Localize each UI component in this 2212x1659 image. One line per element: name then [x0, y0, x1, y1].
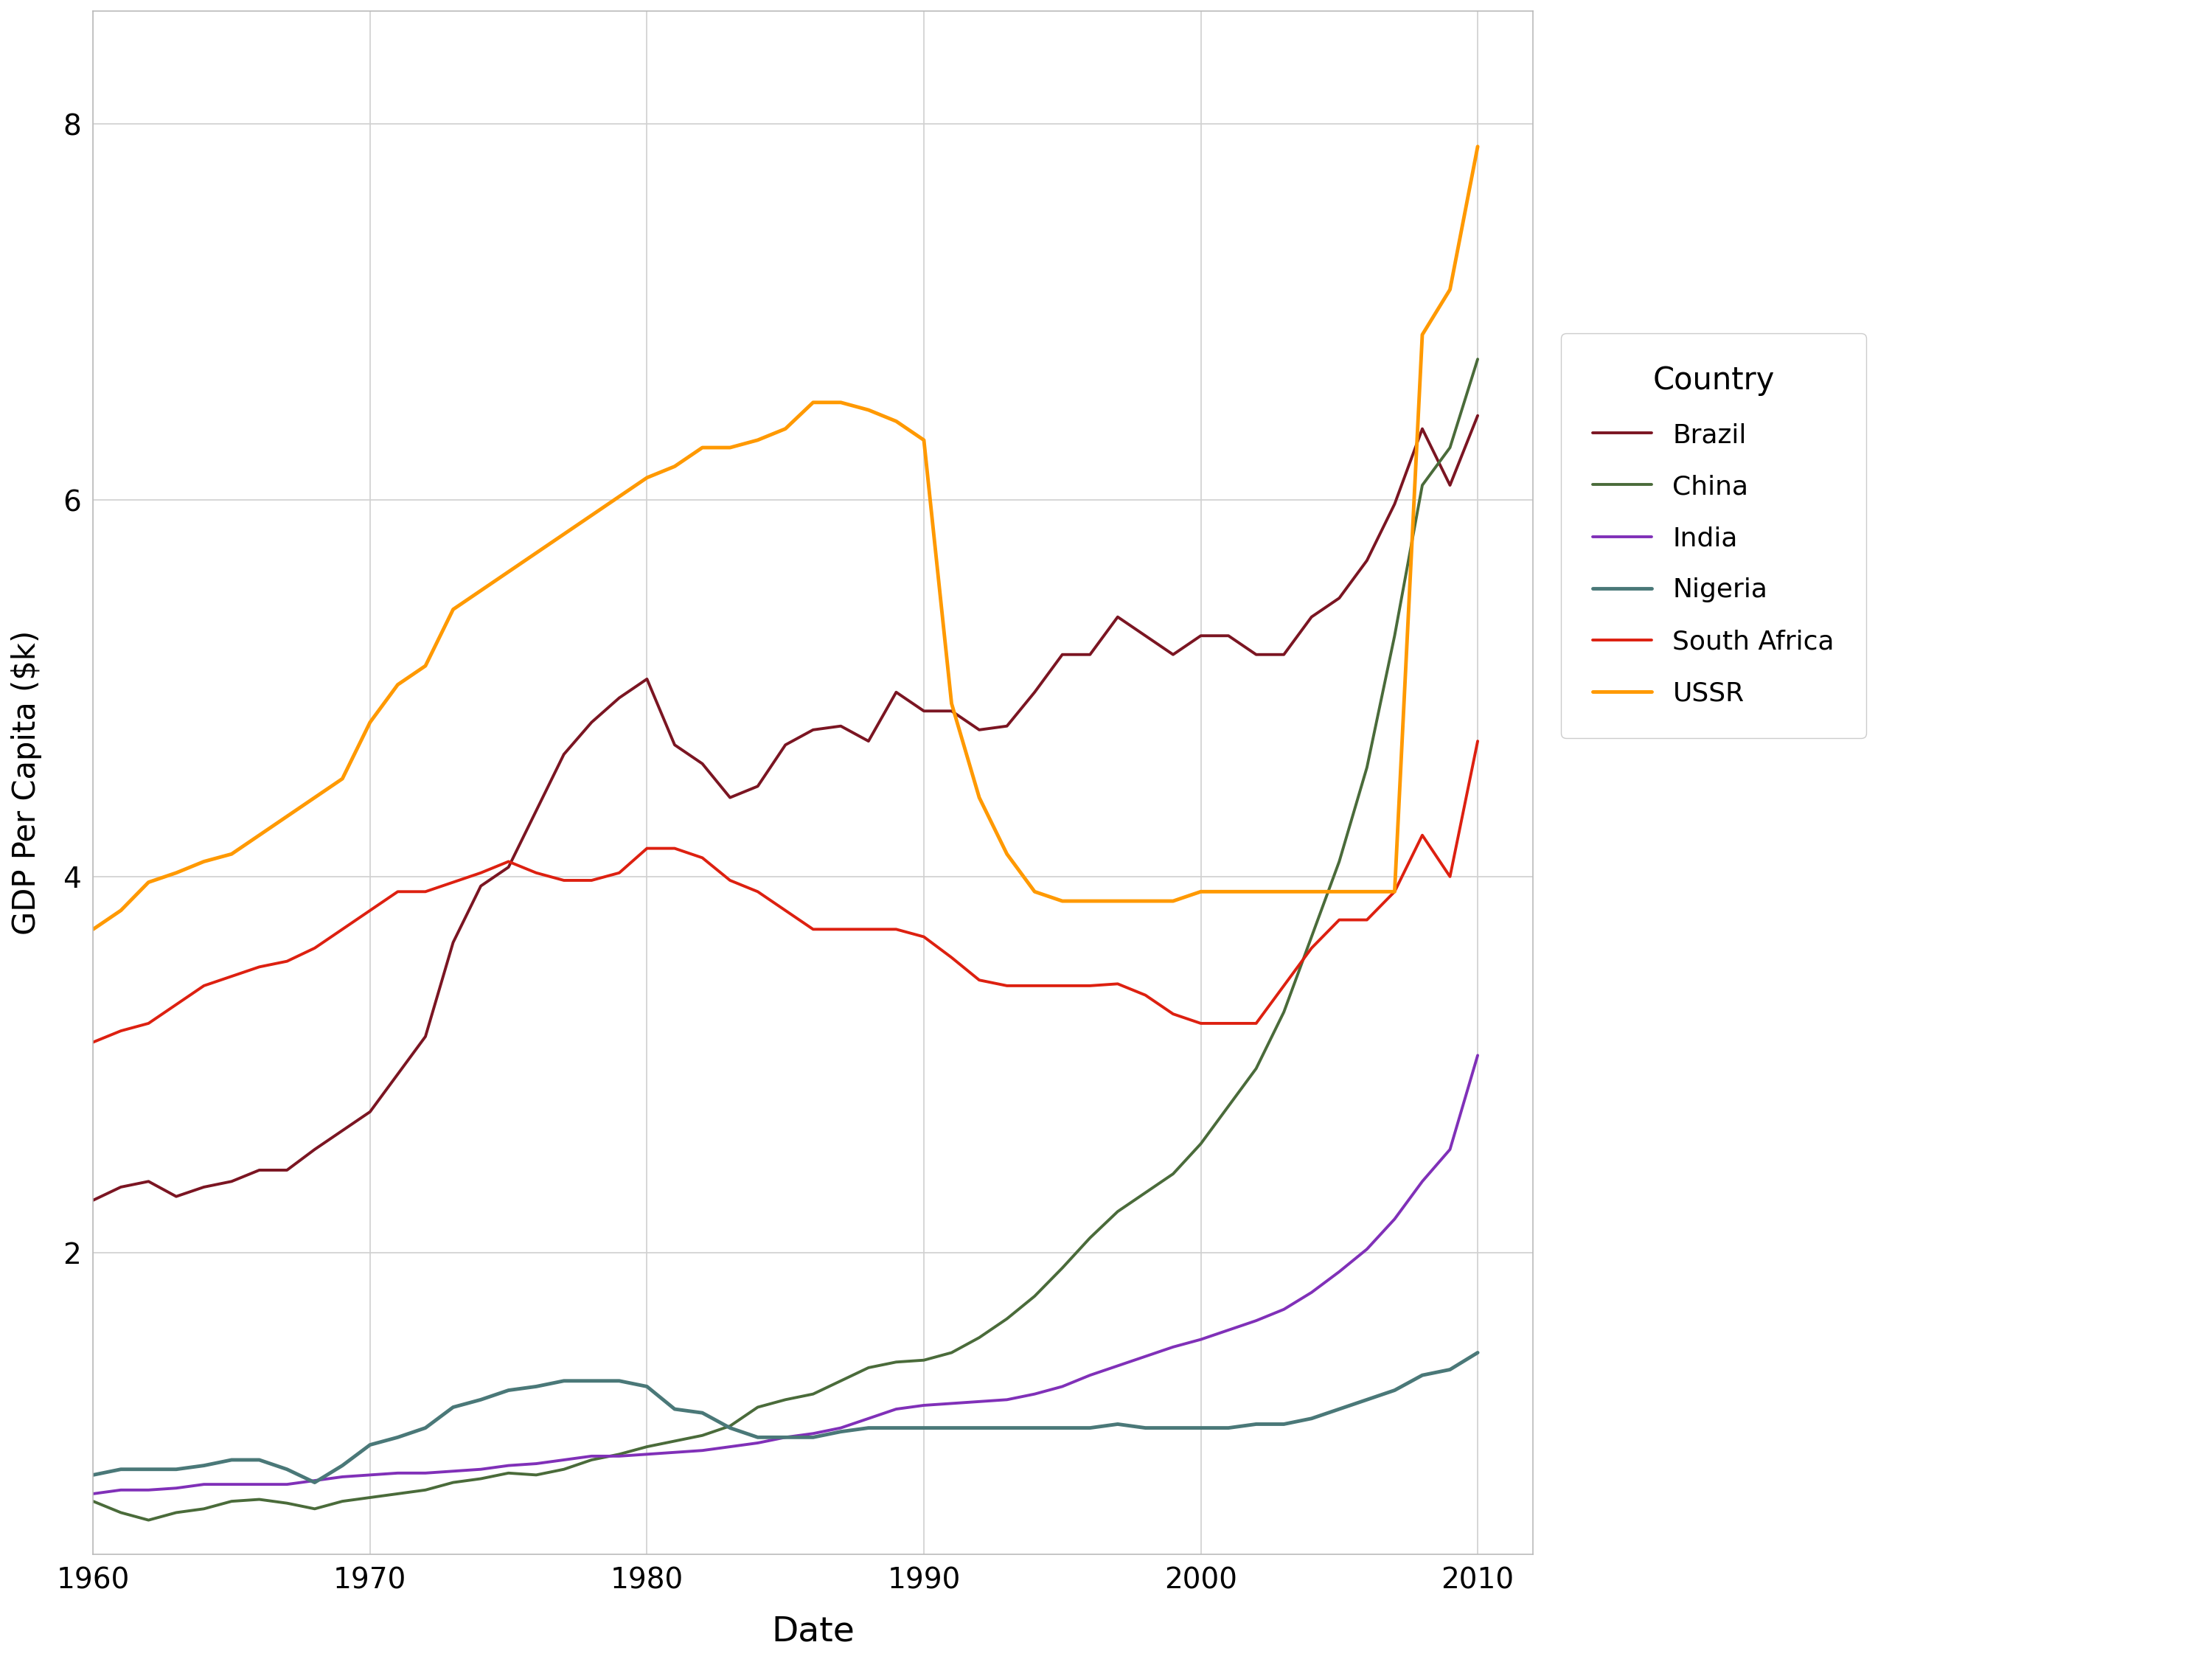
Nigeria — [1464, 1342, 1491, 1362]
Brazil — [1438, 474, 1464, 494]
USSR — [1464, 136, 1491, 156]
China — [522, 1465, 549, 1485]
South Africa — [1464, 732, 1491, 752]
China — [80, 1491, 106, 1511]
South Africa — [522, 863, 549, 883]
Brazil — [495, 858, 522, 878]
USSR — [522, 542, 549, 562]
Nigeria — [1022, 1418, 1048, 1438]
Brazil — [993, 717, 1020, 737]
China — [1104, 1201, 1130, 1221]
Legend: Brazil, China, India, Nigeria, South Africa, USSR: Brazil, China, India, Nigeria, South Afr… — [1562, 333, 1867, 738]
India — [1438, 1140, 1464, 1160]
USSR — [385, 675, 411, 695]
China — [1022, 1286, 1048, 1306]
India — [385, 1463, 411, 1483]
Line: China: China — [93, 358, 1478, 1520]
Nigeria — [80, 1465, 106, 1485]
South Africa — [1438, 866, 1464, 886]
India — [522, 1453, 549, 1473]
South Africa — [993, 975, 1020, 995]
China — [135, 1510, 161, 1530]
USSR — [495, 562, 522, 582]
China — [1438, 438, 1464, 458]
USSR — [1077, 891, 1104, 911]
Line: Brazil: Brazil — [93, 416, 1478, 1199]
Line: Nigeria: Nigeria — [93, 1352, 1478, 1483]
Line: USSR: USSR — [93, 146, 1478, 929]
South Africa — [495, 851, 522, 871]
USSR — [80, 919, 106, 939]
China — [411, 1480, 438, 1500]
Brazil — [1077, 645, 1104, 665]
Brazil — [1464, 406, 1491, 426]
South Africa — [385, 881, 411, 901]
USSR — [1438, 280, 1464, 300]
Line: India: India — [93, 1055, 1478, 1493]
India — [993, 1390, 1020, 1410]
Nigeria — [522, 1377, 549, 1397]
Line: South Africa: South Africa — [93, 742, 1478, 1042]
South Africa — [80, 1032, 106, 1052]
Nigeria — [551, 1370, 577, 1390]
China — [1464, 348, 1491, 368]
X-axis label: Date: Date — [772, 1614, 854, 1647]
Brazil — [385, 1063, 411, 1083]
Nigeria — [301, 1473, 327, 1493]
Brazil — [80, 1190, 106, 1209]
India — [1464, 1045, 1491, 1065]
Nigeria — [1104, 1413, 1130, 1433]
China — [551, 1460, 577, 1480]
Y-axis label: GDP Per Capita ($k): GDP Per Capita ($k) — [11, 630, 42, 936]
India — [80, 1483, 106, 1503]
USSR — [993, 844, 1020, 864]
Nigeria — [411, 1418, 438, 1438]
Nigeria — [1438, 1360, 1464, 1380]
India — [495, 1455, 522, 1475]
South Africa — [1077, 975, 1104, 995]
Brazil — [522, 801, 549, 821]
India — [1077, 1365, 1104, 1385]
